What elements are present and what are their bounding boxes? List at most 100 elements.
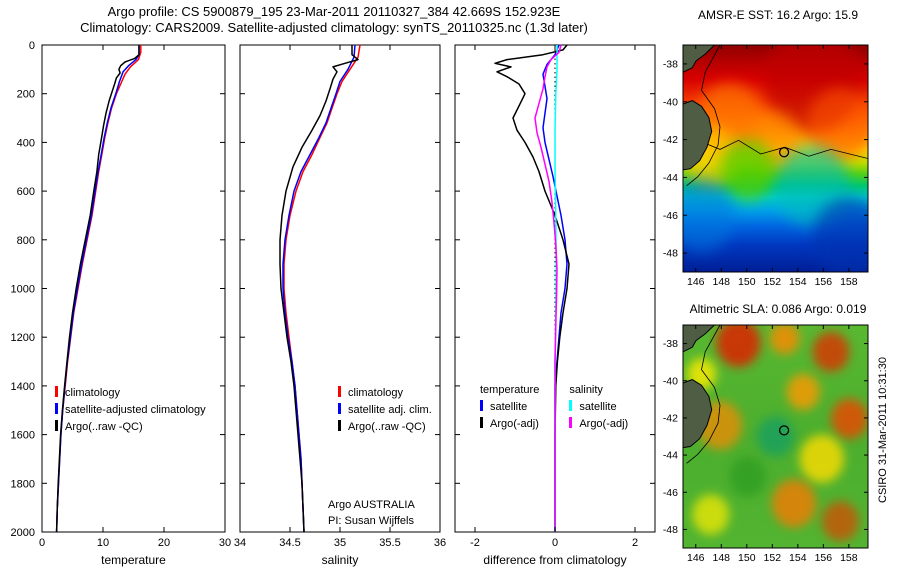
shelf-contour (686, 325, 721, 464)
svg-text:-46: -46 (663, 487, 678, 499)
salinity-legend: climatology satellite adj. clim. Argo(..… (338, 385, 432, 436)
land-mass (683, 100, 713, 171)
svg-text:-40: -40 (663, 96, 678, 108)
legend-label: satellite (490, 401, 528, 413)
svg-text:34.5: 34.5 (279, 537, 300, 549)
legend-label: satellite adj. clim. (348, 404, 432, 416)
svg-text:152: 152 (764, 276, 782, 288)
svg-text:2000: 2000 (11, 527, 35, 539)
svg-text:difference from climatology: difference from climatology (483, 553, 626, 567)
shelf-contour (686, 45, 721, 187)
svg-text:35: 35 (334, 537, 346, 549)
legend-label: satellite (579, 401, 617, 413)
legend-item: satellite (569, 399, 628, 416)
svg-text:0: 0 (552, 537, 558, 549)
difference-legend: temperature satellite Argo(-adj) salinit… (480, 382, 628, 433)
svg-text:600: 600 (17, 186, 35, 198)
svg-text:400: 400 (17, 137, 35, 149)
credit-annotation: Argo AUSTRALIA PI: Susan Wijffels (328, 497, 415, 529)
argo-location-marker (778, 425, 790, 436)
legend-item: Argo(..raw -QC) (338, 419, 432, 436)
argo-diff-swatch (569, 417, 573, 428)
svg-text:34: 34 (234, 537, 246, 549)
svg-text:35.5: 35.5 (379, 537, 400, 549)
svg-text:154: 154 (789, 552, 807, 564)
svg-text:-38: -38 (663, 338, 678, 350)
land-mass (683, 325, 716, 353)
svg-text:148: 148 (713, 552, 731, 564)
svg-text:30: 30 (219, 537, 231, 549)
climatology-line-swatch (338, 386, 341, 397)
difference-panel: -2 0 2 difference from climatology (454, 44, 656, 567)
svg-text:-48: -48 (663, 524, 678, 536)
sla-map-title: Altimetric SLA: 0.086 Argo: 0.019 (689, 302, 867, 316)
svg-text:200: 200 (17, 89, 35, 101)
legend-item: climatology (55, 385, 206, 402)
temperature-panel: 0 10 20 30 0 200 400 600 800 1000 1200 1400 1600 1800… (11, 40, 232, 567)
salinity-panel: 34 34.5 35 35.5 36 salinity (234, 44, 446, 567)
land-mass (683, 379, 713, 449)
sst-map-title: AMSR-E SST: 16.2 Argo: 15.9 (697, 8, 859, 22)
svg-text:150: 150 (738, 276, 756, 288)
legend-item: climatology (338, 385, 432, 402)
svg-text:158: 158 (840, 276, 858, 288)
svg-text:2: 2 (632, 537, 638, 549)
svg-text:salinity: salinity (322, 553, 359, 567)
svg-text:0: 0 (39, 537, 45, 549)
satellite-clim-line-swatch (55, 403, 58, 414)
program-name: Argo AUSTRALIA (328, 499, 415, 511)
page-title: Argo profile: CS 5900879_195 23-Mar-2011… (107, 4, 561, 19)
svg-text:-42: -42 (663, 134, 678, 146)
svg-text:-48: -48 (663, 248, 678, 260)
legend-label: Argo(-adj) (490, 418, 539, 430)
argo-diff-swatch (480, 417, 483, 428)
sst-map-panel: 146 148 150 152 154 156 158 -38 -40 -42 -44 -46 -48 (663, 44, 869, 288)
argo-location-marker (778, 147, 790, 158)
svg-text:1000: 1000 (11, 284, 35, 296)
svg-text:156: 156 (815, 276, 833, 288)
csiro-timestamp: CSIRO 31-Mar-2011 10:31:30 (877, 357, 889, 503)
svg-text:-40: -40 (663, 375, 678, 387)
sla-map-panel: 146 148 150 152 154 156 158 -38 -40 -42 -44 -46 -48 (663, 324, 869, 564)
satellite-diff-swatch (480, 400, 483, 411)
svg-text:-2: -2 (470, 537, 480, 549)
legend-label: climatology (65, 387, 121, 399)
climatology-line-swatch (55, 386, 58, 397)
svg-text:-42: -42 (663, 412, 678, 424)
svg-text:10: 10 (97, 537, 109, 549)
series-sal-argo-adj (534, 44, 562, 532)
svg-text:20: 20 (158, 537, 170, 549)
argo-line-swatch (338, 420, 341, 431)
salinity-diff-column: salinity satellite Argo(-adj) (569, 382, 628, 433)
svg-text:156: 156 (815, 552, 833, 564)
legend-label: Argo(-adj) (579, 418, 629, 430)
svg-text:1600: 1600 (11, 430, 35, 442)
svg-text:-38: -38 (663, 58, 678, 70)
series-argo-raw-qc (279, 45, 359, 533)
legend-label: Argo(..raw -QC) (65, 421, 143, 433)
legend-item: Argo(-adj) (480, 416, 539, 433)
legend-item: Argo(..raw -QC) (55, 419, 206, 436)
argo-line-swatch (55, 420, 58, 431)
svg-text:154: 154 (789, 276, 807, 288)
svg-text:1400: 1400 (11, 381, 35, 393)
svg-text:800: 800 (17, 235, 35, 247)
svg-text:146: 146 (687, 552, 705, 564)
series-temp-argo-adj (494, 44, 570, 532)
legend-column-header: salinity (569, 384, 603, 396)
svg-text:-44: -44 (663, 172, 678, 184)
svg-text:150: 150 (738, 552, 756, 564)
svg-text:148: 148 (713, 276, 731, 288)
svg-text:1800: 1800 (11, 478, 35, 490)
satellite-diff-swatch (569, 400, 573, 411)
legend-column-header: temperature (480, 384, 540, 396)
series-satellite-adj-clim (282, 44, 356, 533)
svg-text:158: 158 (840, 552, 858, 564)
satellite-clim-line-swatch (338, 403, 341, 414)
pi-name: PI: Susan Wijffels (328, 515, 414, 527)
svg-text:-44: -44 (663, 450, 678, 462)
legend-label: satellite-adjusted climatology (65, 404, 206, 416)
legend-label: climatology (348, 387, 404, 399)
